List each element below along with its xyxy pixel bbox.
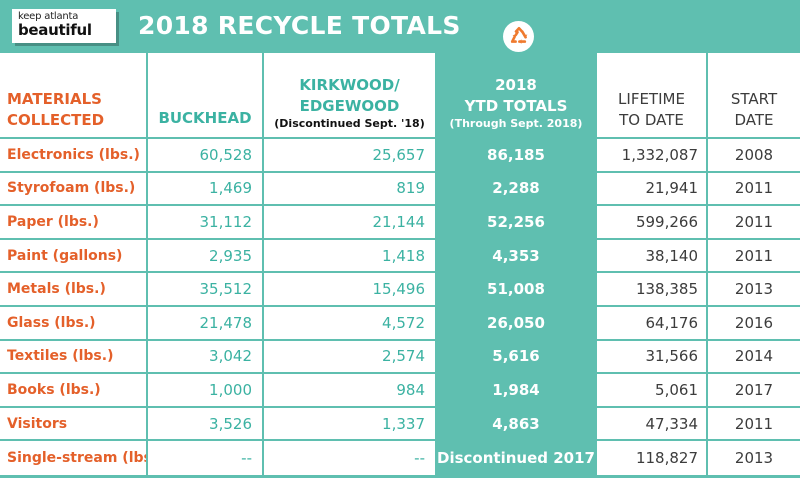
table-header-row: MATERIALS COLLECTED BUCKHEAD KIRKWOOD/ E… (0, 53, 800, 139)
kirkwood-cell: 21,144 (264, 206, 437, 240)
buckhead-cell: 3,526 (148, 407, 264, 442)
ytd-total-cell: 52,256 (437, 206, 597, 240)
ytd-total-cell: 26,050 (437, 306, 597, 341)
header-ytd-line1: 2018 (495, 76, 537, 94)
kirkwood-cell: 4,572 (264, 306, 437, 341)
header-start-line2: DATE (734, 111, 774, 129)
start-date-cell: 2013 (708, 273, 800, 307)
header-kirkwood-line2: EDGEWOOD (299, 97, 400, 115)
material-cell: Metals (lbs.) (0, 273, 148, 307)
start-date-cell: 2011 (708, 407, 800, 442)
lifetime-cell: 1,332,087 (597, 139, 708, 173)
table-row: Metals (lbs.) 35,512 15,496 51,008 138,3… (0, 273, 800, 307)
start-date-cell: 2013 (708, 441, 800, 475)
kirkwood-cell: -- (264, 441, 437, 475)
lifetime-cell: 21,941 (597, 172, 708, 207)
start-date-cell: 2014 (708, 340, 800, 375)
lifetime-cell: 47,334 (597, 407, 708, 442)
buckhead-cell: 31,112 (148, 206, 264, 240)
header-kirkwood-line1: KIRKWOOD/ (299, 76, 400, 94)
table-row: Paint (gallons) 2,935 1,418 4,353 38,140… (0, 239, 800, 274)
start-date-cell: 2016 (708, 306, 800, 341)
ytd-total-cell: 1,984 (437, 374, 597, 408)
ytd-total-cell: Discontinued 2017 (437, 441, 597, 475)
material-cell: Paint (gallons) (0, 239, 148, 274)
start-date-cell: 2011 (708, 239, 800, 274)
ytd-total-cell: 5,616 (437, 340, 597, 375)
kirkwood-cell: 15,496 (264, 273, 437, 307)
material-cell: Textiles (lbs.) (0, 340, 148, 375)
logo-line-1: keep atlanta (18, 11, 79, 22)
header-buckhead: BUCKHEAD (148, 53, 264, 139)
table-row: Visitors 3,526 1,337 4,863 47,334 2011 (0, 407, 800, 442)
start-date-cell: 2017 (708, 374, 800, 408)
buckhead-cell: 3,042 (148, 340, 264, 375)
header-lifetime-to-date: LIFETIME TO DATE (597, 53, 708, 139)
header-lifetime-line2: TO DATE (619, 111, 684, 129)
material-cell: Glass (lbs.) (0, 306, 148, 341)
material-cell: Paper (lbs.) (0, 206, 148, 240)
ytd-total-cell: 2,288 (437, 172, 597, 207)
kirkwood-cell: 984 (264, 374, 437, 408)
table-row: Single-stream (lbs.) -- -- Discontinued … (0, 441, 800, 475)
logo-line-2: beautiful (18, 21, 92, 39)
keep-atlanta-beautiful-logo: keep atlanta beautiful (12, 9, 116, 43)
lifetime-cell: 5,061 (597, 374, 708, 408)
kirkwood-cell: 2,574 (264, 340, 437, 375)
kirkwood-cell: 1,337 (264, 407, 437, 442)
buckhead-cell: 21,478 (148, 306, 264, 341)
ytd-total-cell: 51,008 (437, 273, 597, 307)
buckhead-cell: -- (148, 441, 264, 475)
table-row: Styrofoam (lbs.) 1,469 819 2,288 21,941 … (0, 172, 800, 207)
kirkwood-cell: 1,418 (264, 239, 437, 274)
material-cell: Styrofoam (lbs.) (0, 172, 148, 207)
lifetime-cell: 31,566 (597, 340, 708, 375)
ytd-total-cell: 4,353 (437, 239, 597, 274)
recycle-icon (503, 21, 534, 52)
table-row: Textiles (lbs.) 3,042 2,574 5,616 31,566… (0, 340, 800, 375)
lifetime-cell: 599,266 (597, 206, 708, 240)
buckhead-cell: 1,000 (148, 374, 264, 408)
header-materials-line2: COLLECTED (7, 111, 105, 129)
start-date-cell: 2008 (708, 139, 800, 173)
material-cell: Electronics (lbs.) (0, 139, 148, 173)
header-start-date: START DATE (708, 53, 800, 139)
ytd-total-cell: 4,863 (437, 407, 597, 442)
header-banner: keep atlanta beautiful 2018 RECYCLE TOTA… (0, 0, 800, 53)
table-row: Electronics (lbs.) 60,528 25,657 86,185 … (0, 139, 800, 173)
start-date-cell: 2011 (708, 172, 800, 207)
lifetime-cell: 38,140 (597, 239, 708, 274)
header-kirkwood-note: (Discontinued Sept. '18) (274, 117, 425, 130)
material-cell: Visitors (0, 407, 148, 442)
header-materials-line1: MATERIALS (7, 90, 102, 108)
buckhead-cell: 2,935 (148, 239, 264, 274)
lifetime-cell: 138,385 (597, 273, 708, 307)
material-cell: Books (lbs.) (0, 374, 148, 408)
header-start-line1: START (730, 90, 778, 108)
ytd-total-cell: 86,185 (437, 139, 597, 173)
material-cell: Single-stream (lbs.) (0, 441, 148, 475)
header-materials-collected: MATERIALS COLLECTED (0, 53, 148, 139)
header-ytd-totals: 2018 YTD TOTALS (Through Sept. 2018) (437, 53, 597, 139)
lifetime-cell: 118,827 (597, 441, 708, 475)
header-ytd-line2: YTD TOTALS (464, 97, 568, 115)
header-lifetime-line1: LIFETIME (618, 90, 685, 108)
page-title: 2018 RECYCLE TOTALS (138, 11, 461, 40)
kirkwood-cell: 25,657 (264, 139, 437, 173)
table-row: Glass (lbs.) 21,478 4,572 26,050 64,176 … (0, 306, 800, 341)
table-row: Books (lbs.) 1,000 984 1,984 5,061 2017 (0, 374, 800, 408)
kirkwood-cell: 819 (264, 172, 437, 207)
buckhead-cell: 60,528 (148, 139, 264, 173)
table-row: Paper (lbs.) 31,112 21,144 52,256 599,26… (0, 206, 800, 240)
lifetime-cell: 64,176 (597, 306, 708, 341)
header-ytd-note: (Through Sept. 2018) (449, 117, 583, 130)
start-date-cell: 2011 (708, 206, 800, 240)
buckhead-cell: 35,512 (148, 273, 264, 307)
header-kirkwood-edgewood: KIRKWOOD/ EDGEWOOD (Discontinued Sept. '… (264, 53, 437, 139)
recycle-totals-table: MATERIALS COLLECTED BUCKHEAD KIRKWOOD/ E… (0, 53, 800, 475)
buckhead-cell: 1,469 (148, 172, 264, 207)
